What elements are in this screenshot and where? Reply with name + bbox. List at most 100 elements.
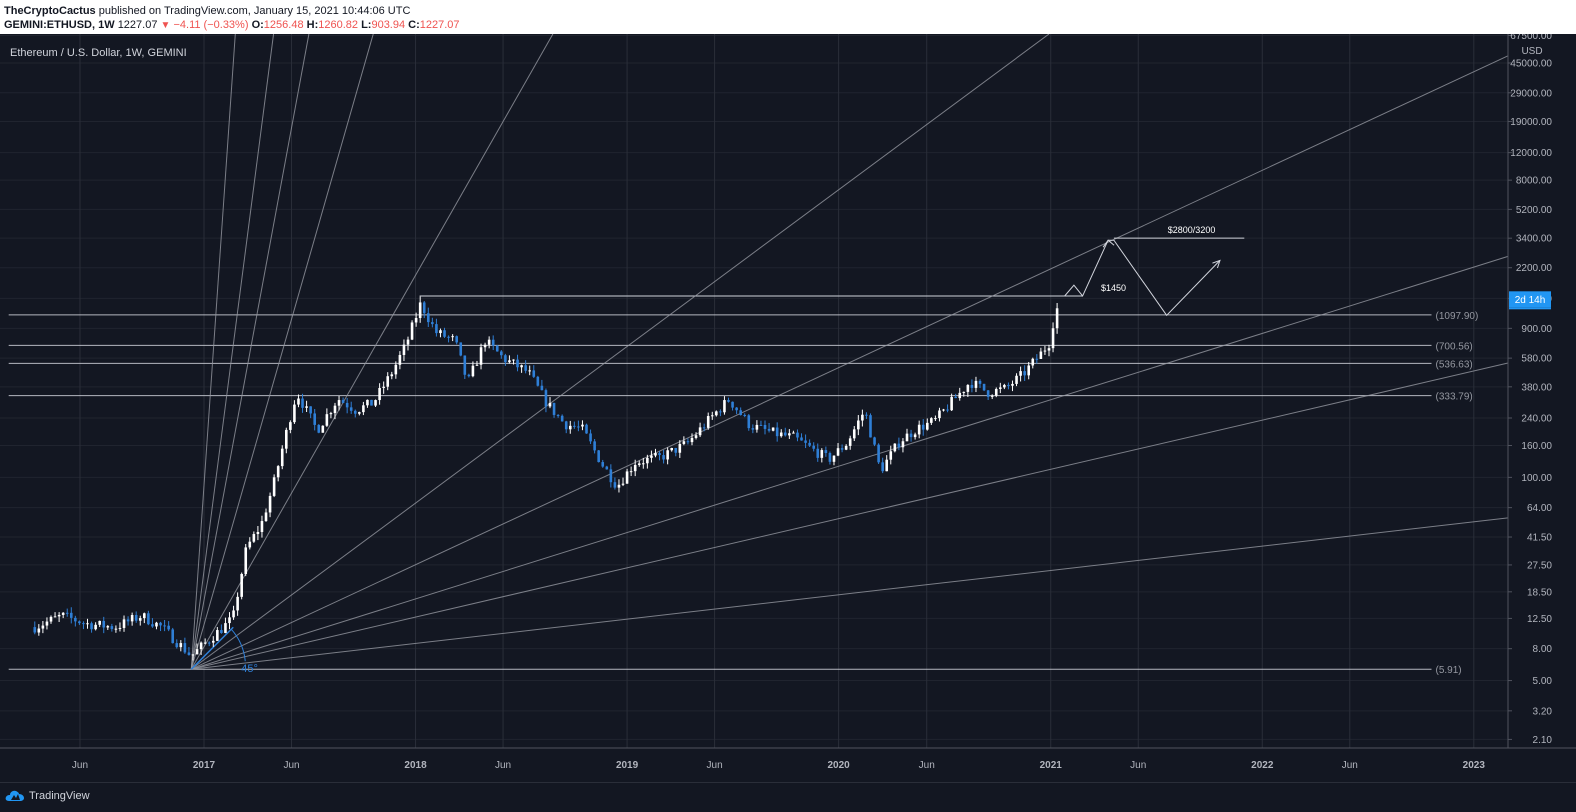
- candle-body: [1039, 351, 1043, 359]
- published-text: published on TradingView.com, January 15…: [98, 5, 411, 17]
- candle-body: [881, 462, 884, 472]
- candle-body: [820, 450, 824, 458]
- candle-body: [78, 621, 81, 624]
- candle-body: [252, 534, 256, 542]
- candle-body: [1043, 350, 1047, 352]
- candle-body: [175, 643, 179, 648]
- candle-body: [1051, 328, 1055, 349]
- candle-body: [654, 453, 657, 456]
- candle-body: [686, 441, 690, 443]
- candle-body: [520, 365, 523, 368]
- x-tick-label: Jun: [1130, 760, 1146, 771]
- candle-body: [321, 425, 325, 433]
- candle-body: [731, 401, 734, 408]
- candle-body: [272, 477, 276, 496]
- y-tick-label: 12.50: [1527, 614, 1552, 625]
- candle-body: [491, 339, 495, 346]
- candle-body: [276, 466, 280, 478]
- y-tick-label: 5200.00: [1516, 205, 1553, 216]
- candle-body: [982, 383, 986, 391]
- close-label: C:: [408, 19, 420, 31]
- candle-body: [573, 425, 576, 427]
- candle-body: [1011, 383, 1014, 386]
- price-chart[interactable]: (1097.90)(700.56)(536.63)(333.79)(5.91) …: [0, 34, 1576, 782]
- price-level-label: (333.79): [1435, 392, 1472, 403]
- candle-body: [739, 410, 742, 415]
- candle-body: [844, 445, 848, 450]
- candle-body: [771, 427, 775, 431]
- candle-body: [301, 398, 304, 408]
- y-tick-label: 900.00: [1521, 324, 1552, 335]
- candle-body: [873, 437, 876, 445]
- candle-body: [544, 390, 548, 407]
- candle-body: [885, 459, 889, 472]
- candle-body: [568, 425, 572, 430]
- candle-body: [349, 407, 353, 411]
- candle-body: [179, 643, 183, 648]
- candle-body: [483, 344, 487, 348]
- author-name[interactable]: TheCryptoCactus: [4, 5, 96, 17]
- candle-body: [82, 623, 85, 625]
- angle-label: 45°: [241, 663, 258, 675]
- candle-body: [601, 462, 605, 467]
- candle-body: [800, 437, 803, 441]
- candle-body: [942, 409, 945, 411]
- candle-body: [723, 400, 726, 413]
- candle-body: [917, 424, 921, 435]
- candle-body: [431, 322, 434, 325]
- candle-body: [280, 448, 284, 467]
- candle-body: [65, 612, 69, 614]
- candle-body: [556, 414, 560, 416]
- candle-body: [962, 391, 966, 393]
- price-level-label: (5.91): [1435, 665, 1461, 676]
- candle-body: [637, 463, 641, 465]
- candle-body: [950, 396, 953, 411]
- candle-body: [852, 429, 856, 439]
- candle-body: [715, 411, 718, 416]
- candle-body: [370, 399, 373, 406]
- y-tick-label: 5.00: [1533, 676, 1553, 687]
- candle-body: [564, 421, 568, 430]
- down-triangle-icon: ▼: [160, 20, 171, 31]
- candle-body: [390, 374, 394, 377]
- angle-arc: [230, 628, 246, 662]
- candle-body: [345, 402, 349, 408]
- candle-body: [913, 434, 917, 438]
- candle-body: [398, 354, 402, 365]
- candle-body: [832, 455, 836, 462]
- candle-body: [662, 455, 665, 460]
- candle-body: [877, 444, 880, 463]
- candle-body: [358, 412, 361, 414]
- candle-body: [633, 464, 637, 472]
- candle-body: [978, 380, 982, 384]
- chart-pane[interactable]: (1097.90) (700.56) (536.63) (333.79) (5.91) …: [0, 34, 1576, 782]
- candle-body: [869, 415, 872, 438]
- candle-body: [187, 652, 191, 655]
- candle-body: [901, 441, 905, 448]
- candle-body: [508, 360, 511, 363]
- candle-body: [309, 406, 312, 414]
- candle-body: [402, 344, 406, 355]
- candle-body: [118, 627, 122, 629]
- candle-body: [426, 313, 430, 323]
- candle-body: [463, 355, 467, 375]
- candle-body: [122, 619, 126, 628]
- candle-body: [410, 322, 414, 340]
- candle-body: [455, 336, 458, 343]
- candle-body: [585, 424, 588, 434]
- candle-body: [143, 613, 146, 619]
- y-tick-label: 45000.00: [1510, 58, 1552, 69]
- y-tick-label: 2200.00: [1516, 263, 1553, 274]
- tradingview-logo[interactable]: TradingView: [5, 789, 90, 803]
- candle-body: [41, 625, 45, 629]
- candle-body: [138, 618, 142, 621]
- ohlc-line: GEMINI:ETHUSD, 1W 1227.07 ▼ −4.11 (−0.33…: [4, 19, 460, 32]
- y-tick-label: 12000.00: [1510, 148, 1552, 159]
- candle-body: [183, 643, 187, 653]
- candle-body: [751, 428, 755, 430]
- y-axis-unit: USD: [1521, 46, 1542, 57]
- candle-body: [256, 532, 260, 535]
- candle-body: [366, 399, 369, 406]
- candle-body: [305, 406, 308, 408]
- x-tick-label: Jun: [707, 760, 723, 771]
